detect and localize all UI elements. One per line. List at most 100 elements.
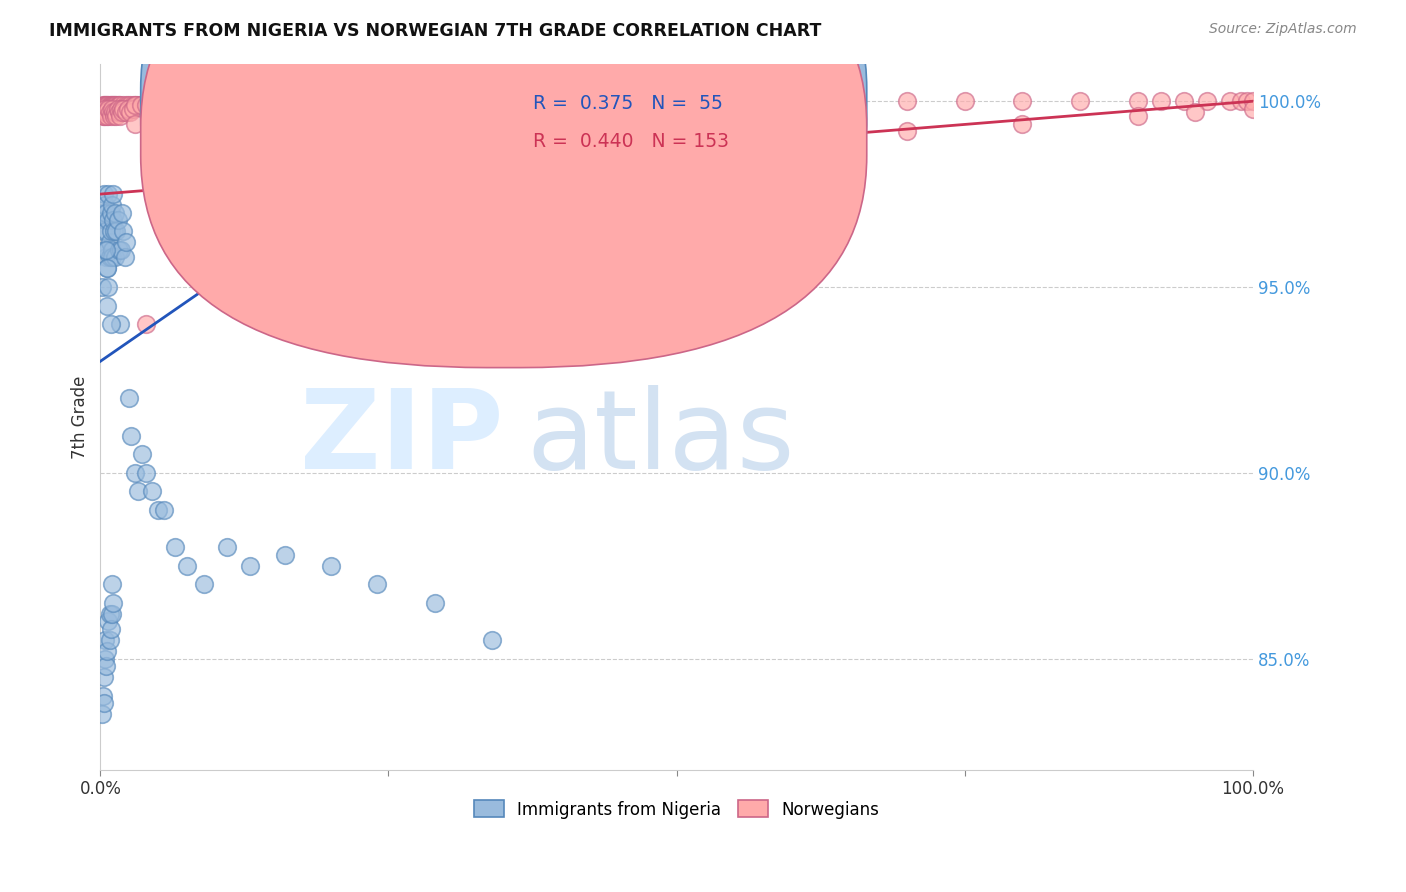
Point: [111, 102, 134, 116]
Point: [131, 447, 153, 461]
Point: [112, 102, 135, 116]
Point: [181, 224, 204, 238]
Point: [94, 102, 117, 116]
Point: [105, 109, 128, 123]
Point: [354, 94, 377, 108]
Point: [239, 558, 262, 573]
Point: [110, 105, 132, 120]
Point: [1241, 102, 1264, 116]
Point: [103, 98, 125, 112]
Point: [124, 116, 146, 130]
Point: [93, 243, 115, 257]
Point: [127, 484, 149, 499]
Text: atlas: atlas: [527, 384, 796, 491]
Point: [159, 98, 181, 112]
Point: [1184, 105, 1206, 120]
Point: [94, 105, 117, 120]
Point: [124, 98, 146, 112]
FancyBboxPatch shape: [464, 71, 832, 170]
Point: [124, 466, 146, 480]
Point: [114, 105, 136, 120]
Point: [94, 102, 117, 116]
Point: [110, 243, 132, 257]
Point: [176, 94, 198, 108]
Point: [101, 102, 124, 116]
Point: [152, 94, 174, 108]
Point: [98, 235, 121, 250]
Point: [114, 250, 136, 264]
Point: [780, 94, 803, 108]
Text: R =  0.375   N =  55: R = 0.375 N = 55: [533, 94, 723, 113]
Point: [105, 98, 128, 112]
Legend: Immigrants from Nigeria, Norwegians: Immigrants from Nigeria, Norwegians: [467, 794, 886, 825]
Point: [127, 98, 149, 112]
Point: [103, 109, 125, 123]
Point: [98, 632, 121, 647]
Point: [953, 94, 976, 108]
Point: [377, 169, 399, 183]
Point: [141, 94, 163, 108]
Point: [1149, 94, 1171, 108]
Point: [204, 94, 226, 108]
Text: ZIP: ZIP: [301, 384, 503, 491]
Point: [91, 105, 114, 120]
Point: [193, 94, 215, 108]
Point: [100, 98, 122, 112]
Point: [170, 98, 193, 112]
Point: [165, 94, 187, 108]
Point: [94, 98, 117, 112]
Point: [135, 317, 157, 331]
Point: [1195, 94, 1218, 108]
Point: [101, 250, 124, 264]
Point: [97, 280, 120, 294]
Point: [124, 98, 146, 112]
Point: [108, 109, 131, 123]
Point: [98, 250, 121, 264]
Point: [96, 98, 118, 112]
Point: [107, 105, 129, 120]
Point: [97, 98, 120, 112]
Point: [94, 213, 117, 227]
Point: [91, 98, 114, 112]
Point: [141, 98, 163, 112]
Point: [104, 105, 127, 120]
Point: [90, 280, 112, 294]
Point: [108, 105, 131, 120]
Point: [105, 224, 128, 238]
Point: [138, 94, 160, 108]
Point: [217, 540, 239, 554]
Point: [170, 94, 193, 108]
Point: [128, 98, 150, 112]
Point: [423, 596, 446, 610]
Point: [118, 392, 141, 406]
Point: [100, 109, 122, 123]
Point: [550, 94, 572, 108]
Point: [145, 94, 167, 108]
Point: [274, 548, 297, 562]
Point: [120, 98, 142, 112]
Point: [121, 428, 143, 442]
Point: [112, 224, 135, 238]
Point: [100, 224, 122, 238]
Point: [103, 224, 125, 238]
Point: [118, 102, 141, 116]
Point: [101, 105, 124, 120]
Point: [97, 109, 120, 123]
Point: [1241, 94, 1264, 108]
Point: [101, 105, 124, 120]
Point: [91, 105, 114, 120]
Point: [98, 105, 121, 120]
Point: [101, 213, 124, 227]
Point: [93, 187, 115, 202]
Point: [1126, 94, 1149, 108]
Point: [104, 98, 127, 112]
Point: [108, 98, 131, 112]
Point: [94, 243, 117, 257]
Point: [141, 484, 163, 499]
Point: [262, 187, 284, 202]
Point: [152, 503, 174, 517]
Point: [94, 224, 117, 238]
Point: [193, 577, 215, 591]
Point: [94, 109, 117, 123]
Point: [1069, 94, 1091, 108]
